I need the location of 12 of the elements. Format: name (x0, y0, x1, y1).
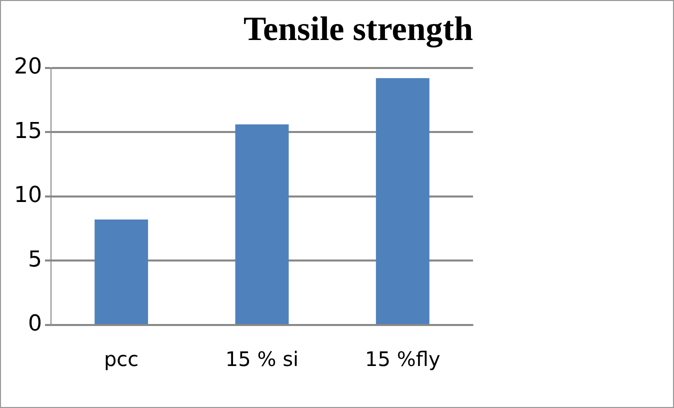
bar (94, 220, 148, 324)
y-tick-label: 0 (28, 312, 42, 337)
chart-title: Tensile strength (243, 11, 474, 48)
bar (376, 78, 430, 324)
y-tick-label: 20 (14, 54, 42, 80)
y-tick-label: 5 (28, 247, 42, 272)
y-tick-label: 15 (14, 118, 42, 144)
x-tick-label: 15 %fly (365, 347, 440, 372)
bar (235, 124, 289, 324)
x-tick-label: 15 % si (225, 347, 299, 372)
y-tick-label: 10 (14, 183, 42, 208)
x-tick-label: pcc (104, 347, 139, 372)
